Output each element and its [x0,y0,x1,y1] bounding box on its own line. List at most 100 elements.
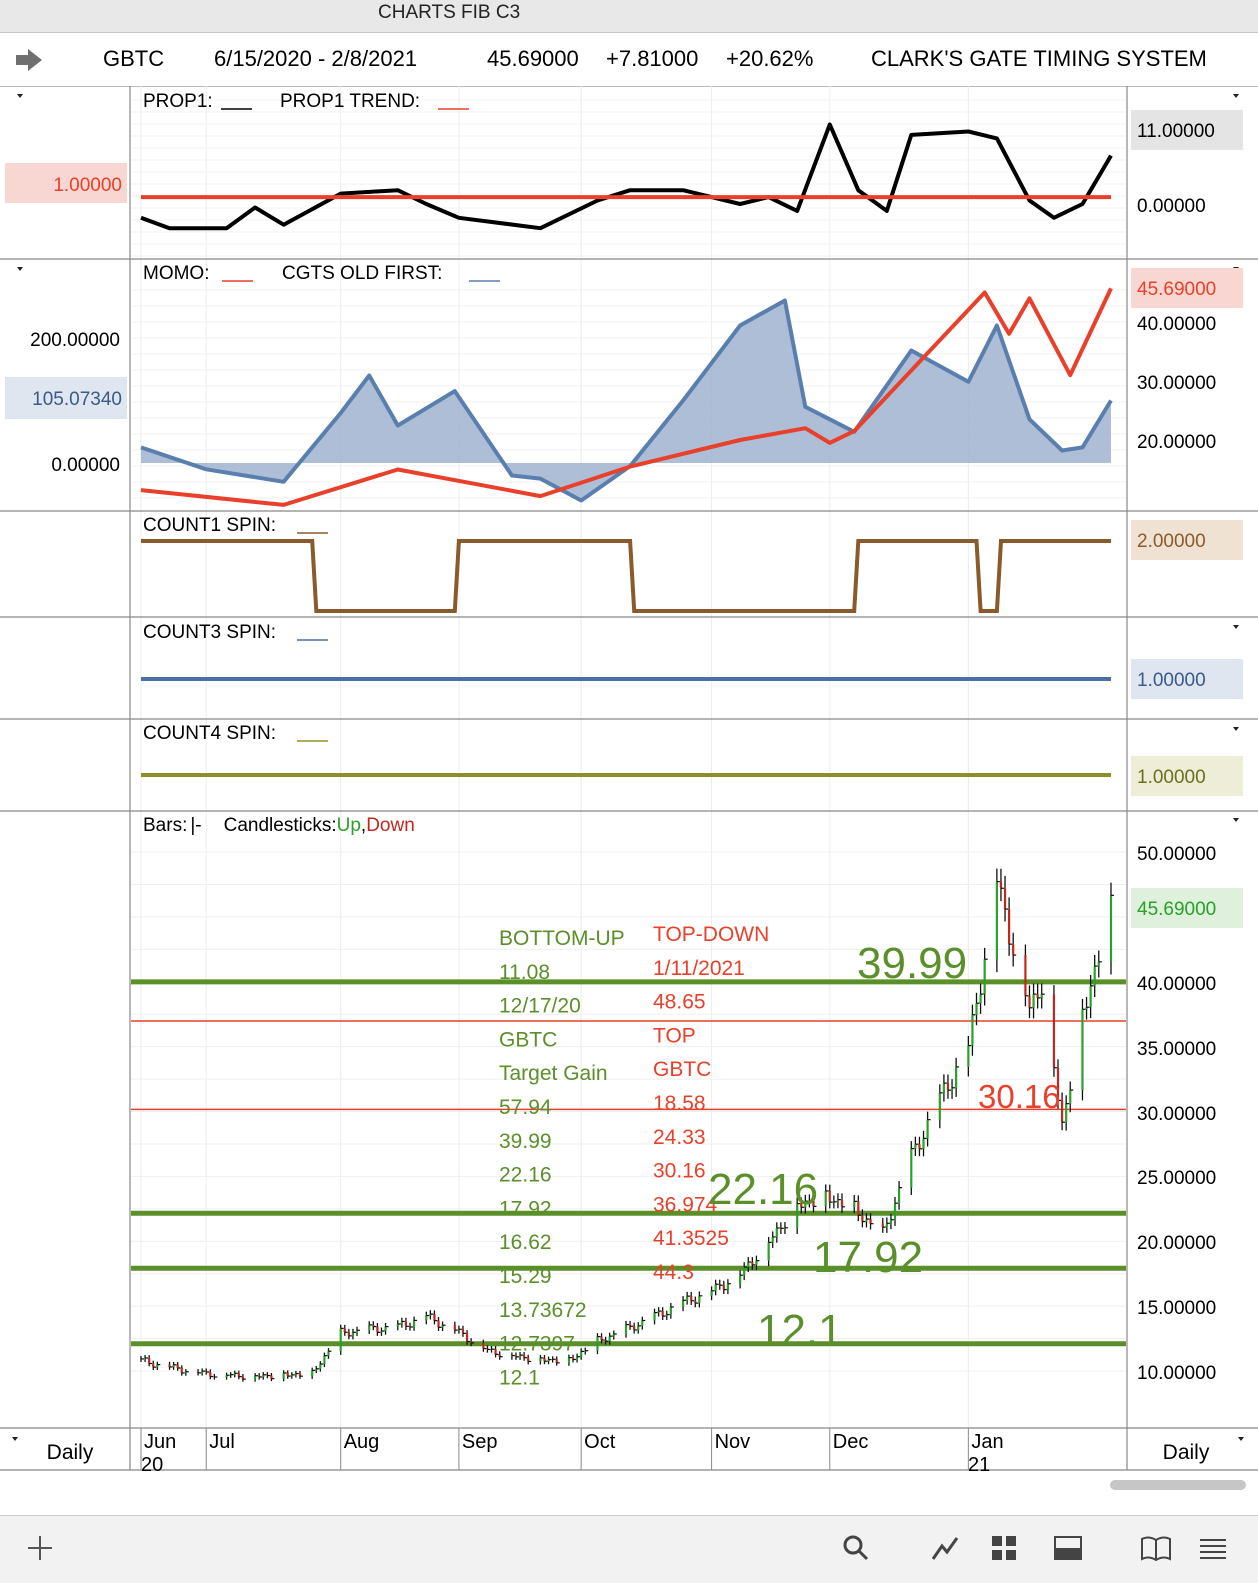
price-bar [1040,983,1045,1009]
price-bar [808,1194,813,1208]
panel-layout-icon[interactable] [1053,1534,1083,1562]
price-bar [881,1217,886,1233]
fib-top-down-item: 41.3525 [653,1227,729,1250]
panel-menu-icons[interactable] [12,94,1244,1441]
price-bar [885,1217,890,1233]
price-tick-25: 25.00000 [1137,1168,1216,1189]
fib-bottom-up-item: 12.1 [499,1366,540,1389]
price-bar [241,1374,246,1382]
price-bar [596,1333,601,1355]
price-bar [148,1355,153,1367]
prop-right-value-box [1131,110,1243,150]
panel-grid [131,86,1126,1470]
price-bar [1008,897,1013,956]
fib-bottom-up-item: 22.16 [499,1164,552,1187]
menu-icon[interactable] [1198,1534,1228,1562]
price-bar [380,1327,385,1336]
fib-big-label-2216: 22.16 [708,1165,818,1214]
price-bar [955,1057,960,1097]
chart-area[interactable]: PROP1: PROP1 TREND: 1.00000 11.00000 0.0… [0,86,1258,1515]
candles-up: Up [337,815,361,836]
prop1-line [140,122,1113,231]
price-bar [258,1373,263,1380]
count1-value: 2.00000 [1137,531,1206,552]
price-bar [910,1141,915,1196]
price-bar [865,1213,870,1228]
price-bar [441,1321,446,1332]
price-tick-40: 40.00000 [1137,974,1216,995]
fib-bottom-up-item: 12.7397 [499,1333,575,1356]
momo-left-value: 105.07340 [32,389,122,410]
price-bar [510,1352,515,1360]
fib-bottom-up-item: 13.73672 [499,1299,587,1322]
price-bar [714,1279,719,1296]
price-bar [1052,985,1057,1077]
price-bar [514,1352,519,1360]
count1-value-box [1131,520,1243,560]
price-bar [604,1336,609,1345]
price-bar [681,1296,687,1312]
momo-right-value: 45.69000 [1137,279,1216,300]
momo-right-tick-40: 40.00000 [1137,314,1216,335]
price-bar [828,1184,833,1209]
price-bar [661,1307,666,1320]
momo-line [140,287,1113,507]
price-bar [408,1322,413,1331]
price-bar [543,1354,548,1365]
month-label-oct: Oct [584,1431,616,1453]
interval-left[interactable]: Daily [47,1441,94,1464]
price-bar [861,1209,866,1228]
price-bar [914,1136,919,1157]
price-bar [1028,985,1033,1019]
price-bar [311,1367,316,1379]
candles-down: Down [366,815,415,836]
price-bar [571,1354,577,1363]
price-tick-15: 15.00000 [1137,1298,1216,1319]
price-change-pct: +20.62% [726,46,814,71]
book-icon[interactable] [1140,1534,1172,1562]
momo-left-tick-200: 200.00000 [30,330,120,351]
bars-legend-symbol: |- [190,815,201,836]
count4-value-box [1131,756,1243,796]
interval-right[interactable]: Daily [1163,1441,1210,1464]
momo-left-value-box [5,377,127,419]
search-icon[interactable] [842,1534,870,1562]
price-bar [726,1279,731,1295]
chevron-down-icon [17,94,23,98]
price-bar [429,1310,434,1320]
price-bar [722,1280,727,1294]
price-bar [832,1195,837,1209]
price-bar [547,1356,552,1365]
price-bar [926,1111,931,1147]
price-bar [567,1354,572,1366]
prop-tick-11: 11.00000 [1137,121,1215,142]
grid-icon[interactable] [990,1534,1018,1562]
price-bar [343,1324,348,1336]
year-label-21: 21 [968,1454,990,1476]
price-current-box [1131,888,1243,928]
forward-arrow-icon[interactable] [14,47,44,73]
add-icon[interactable] [26,1534,54,1562]
price-bar [775,1222,780,1243]
price-bar [950,1079,956,1099]
fib-big-label-3999: 39.99 [857,939,967,988]
fib-bottom-up-item: 39.99 [499,1130,552,1153]
momo-right-tick-30: 30.00000 [1137,373,1216,394]
horizontal-scrollbar[interactable] [1110,1480,1246,1490]
fib-top-down-item: 30.16 [653,1160,706,1183]
fib-top-down-item: 1/11/2021 [653,957,745,980]
fib-bottom-up-item: 57.94 [499,1096,552,1119]
price-bar [457,1325,462,1334]
price-bar [657,1307,662,1317]
fib-top-down-item: 48.65 [653,991,706,1014]
price-bar [237,1370,242,1380]
fib-top-down-column: TOP-DOWN 1/11/2021 48.65 TOP GBTC 18.58 24.33 3… [653,923,769,1284]
price-bar [196,1369,202,1376]
price-bar [967,1035,972,1077]
price-bar [918,1136,923,1157]
line-chart-icon[interactable] [930,1534,960,1562]
price-bar [527,1354,532,1365]
price-bar [779,1222,784,1235]
price-bar [1093,954,1098,998]
price-bar [771,1231,776,1248]
